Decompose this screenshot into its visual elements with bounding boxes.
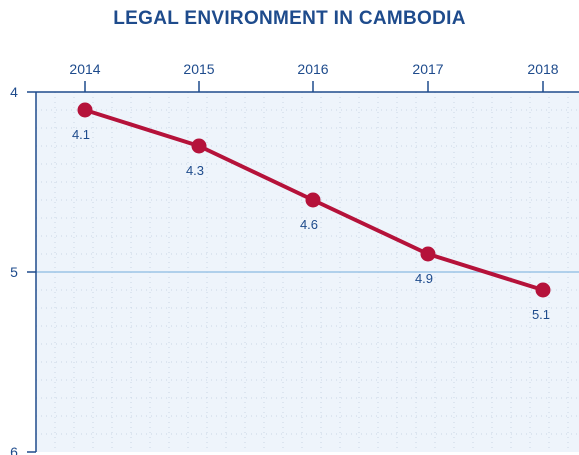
y-tick-label: 5 — [10, 264, 18, 280]
data-label: 4.9 — [415, 271, 433, 286]
data-label: 5.1 — [532, 307, 550, 322]
x-tick-label: 2015 — [183, 61, 214, 77]
data-point — [420, 246, 436, 262]
x-tick-label: 2016 — [297, 61, 328, 77]
y-tick-label: 6 — [10, 444, 18, 455]
data-point — [191, 138, 207, 154]
x-tick-label: 2014 — [69, 61, 100, 77]
data-label: 4.6 — [300, 217, 318, 232]
chart-title: LEGAL ENVIRONMENT IN CAMBODIA — [113, 8, 466, 29]
data-point — [305, 192, 321, 208]
y-tick-label: 4 — [10, 84, 18, 100]
data-label: 4.1 — [72, 127, 90, 142]
data-label: 4.3 — [186, 163, 204, 178]
x-tick-label: 2018 — [527, 61, 558, 77]
data-point — [535, 282, 551, 298]
x-tick-label: 2017 — [412, 61, 443, 77]
data-point — [77, 102, 93, 118]
